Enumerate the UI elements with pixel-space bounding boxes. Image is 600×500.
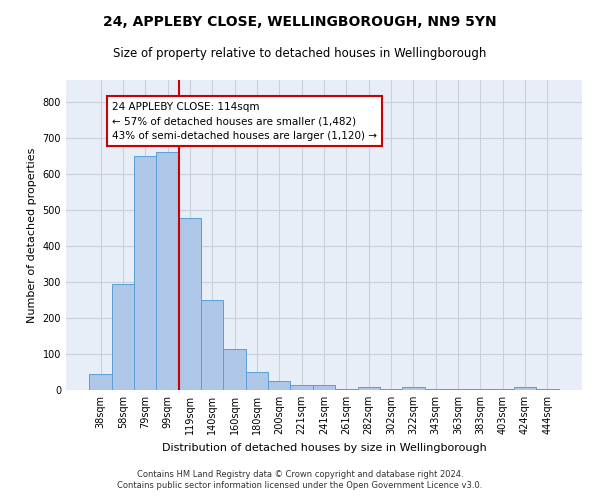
Bar: [313, 386, 335, 390]
Bar: [290, 386, 313, 390]
Bar: [402, 387, 425, 390]
Y-axis label: Number of detached properties: Number of detached properties: [27, 148, 37, 322]
Text: Contains public sector information licensed under the Open Government Licence v3: Contains public sector information licen…: [118, 481, 482, 490]
Bar: [201, 300, 223, 390]
Bar: [157, 152, 179, 390]
Bar: [514, 387, 536, 390]
Text: 24 APPLEBY CLOSE: 114sqm
← 57% of detached houses are smaller (1,482)
43% of sem: 24 APPLEBY CLOSE: 114sqm ← 57% of detach…: [112, 102, 377, 141]
Bar: [89, 374, 112, 390]
Bar: [358, 387, 380, 390]
Text: Contains HM Land Registry data © Crown copyright and database right 2024.: Contains HM Land Registry data © Crown c…: [137, 470, 463, 479]
Bar: [268, 381, 290, 390]
Bar: [223, 350, 246, 390]
Bar: [246, 372, 268, 390]
X-axis label: Distribution of detached houses by size in Wellingborough: Distribution of detached houses by size …: [161, 442, 487, 452]
Text: Size of property relative to detached houses in Wellingborough: Size of property relative to detached ho…: [113, 48, 487, 60]
Text: 24, APPLEBY CLOSE, WELLINGBOROUGH, NN9 5YN: 24, APPLEBY CLOSE, WELLINGBOROUGH, NN9 5…: [103, 15, 497, 29]
Bar: [112, 284, 134, 390]
Bar: [134, 156, 157, 390]
Bar: [179, 218, 201, 390]
